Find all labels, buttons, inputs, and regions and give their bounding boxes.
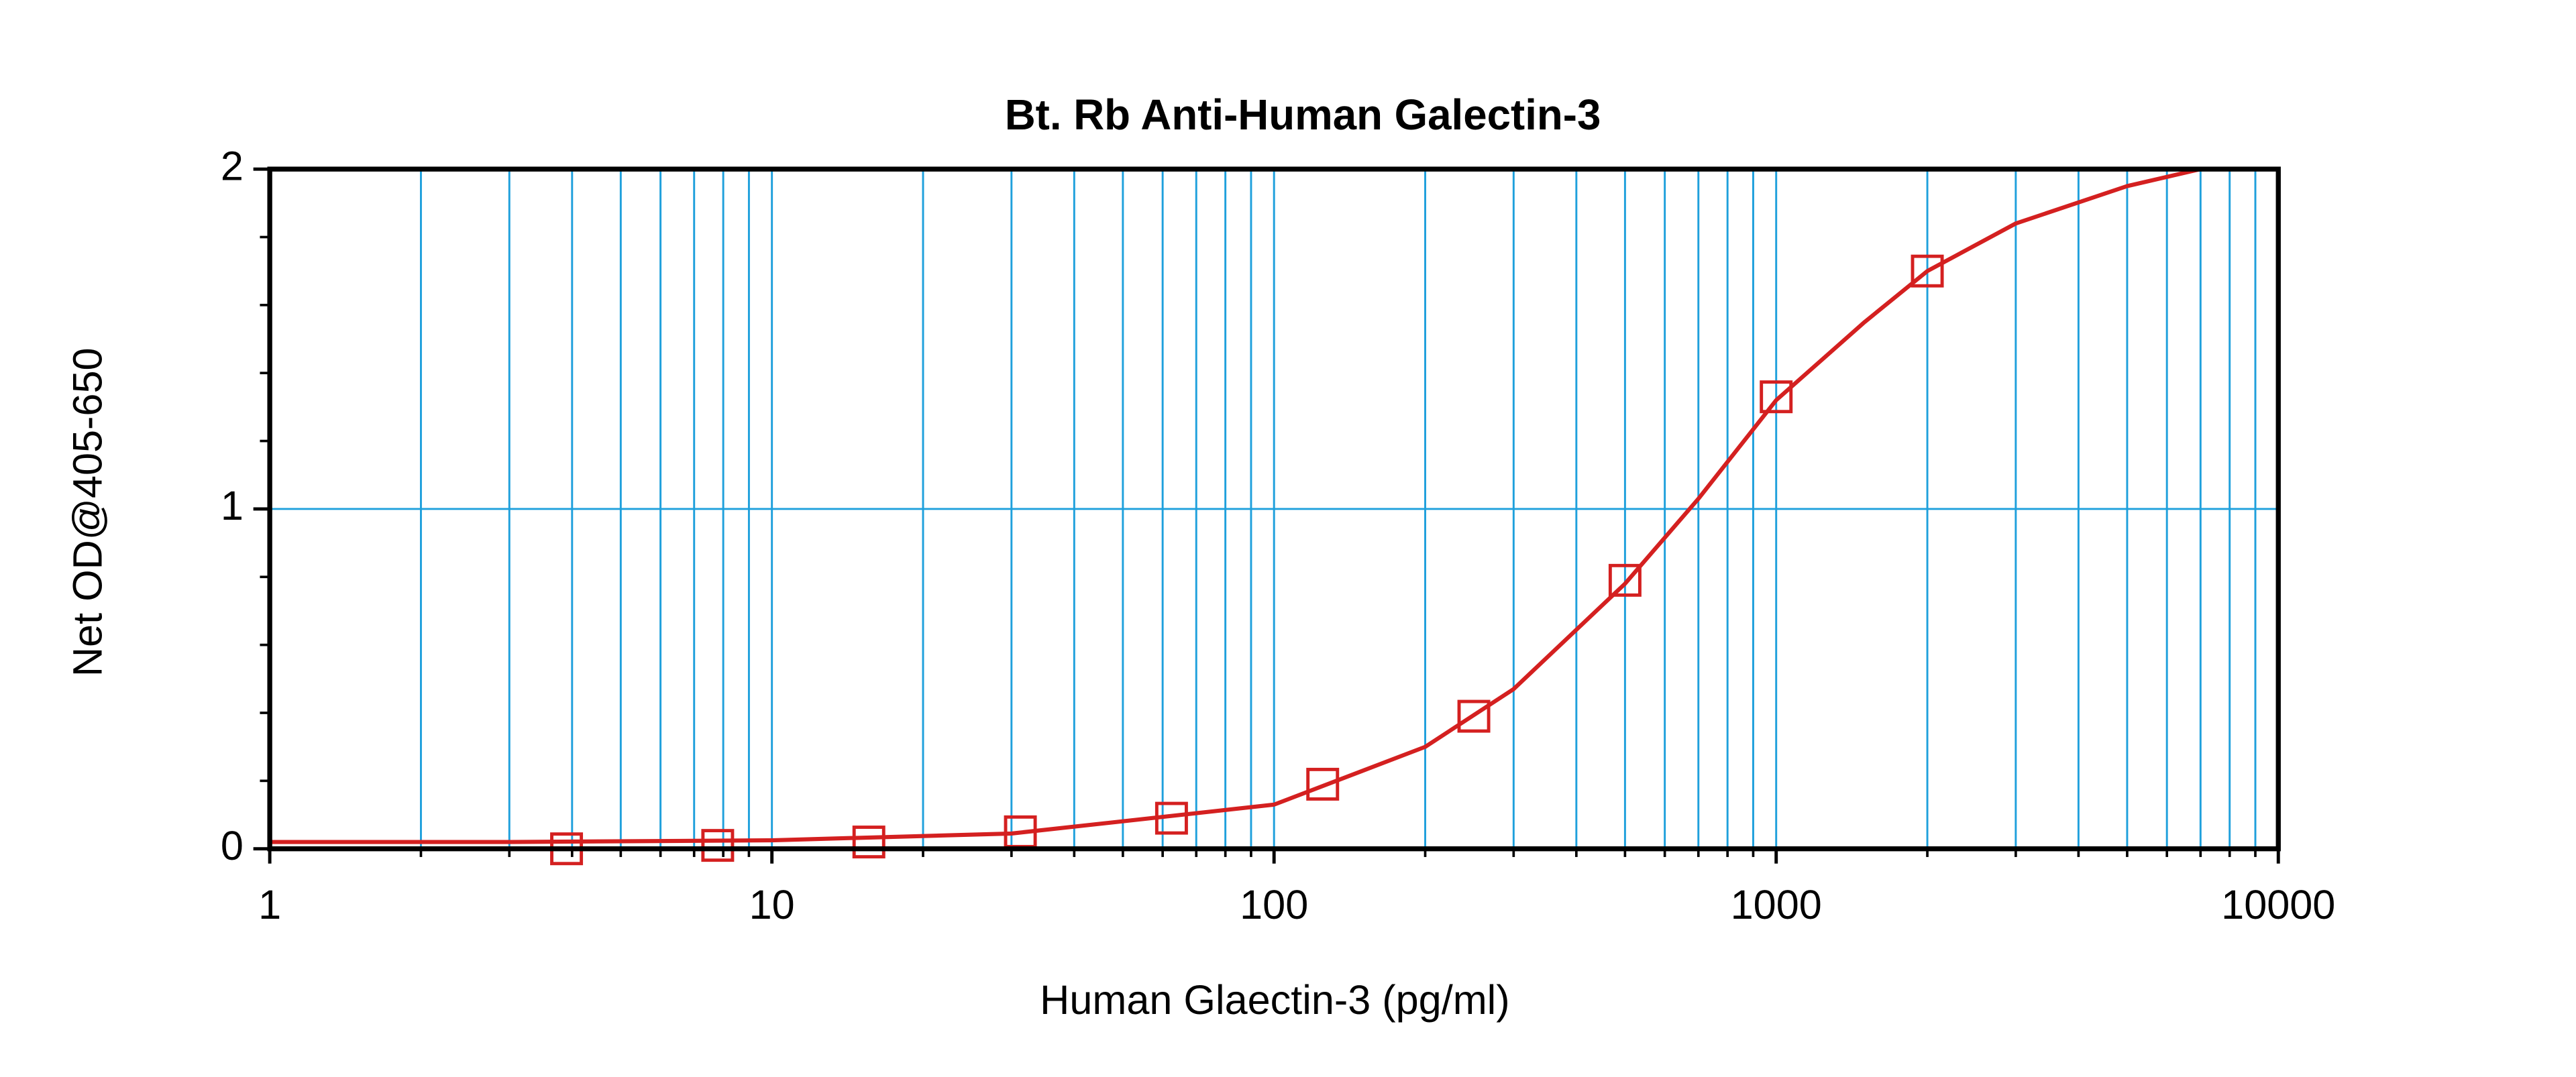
x-tick-label: 10	[749, 882, 795, 927]
chart-title: Bt. Rb Anti-Human Galectin-3	[1005, 91, 1601, 139]
x-tick-label: 10000	[2221, 882, 2335, 927]
y-tick-label: 1	[221, 483, 244, 528]
data-point	[701, 829, 735, 862]
y-tick-label: 2	[221, 143, 244, 188]
x-tick-label: 100	[1240, 882, 1308, 927]
x-tick-label: 1000	[1731, 882, 1822, 927]
fit-curve	[270, 167, 2201, 844]
data-point	[1306, 767, 1340, 801]
data-point	[852, 826, 885, 859]
x-axis-label: Human Glaectin-3 (pg/ml)	[1040, 977, 1510, 1023]
data-point	[1760, 380, 1793, 414]
y-tick-label: 0	[221, 823, 244, 868]
data-point	[1457, 699, 1491, 733]
x-tick-label: 1	[258, 882, 281, 927]
y-axis-label: Net OD@405-650	[64, 347, 110, 677]
data-point	[1911, 254, 1944, 288]
data-point	[1608, 563, 1642, 597]
plot-frame	[267, 166, 2281, 852]
